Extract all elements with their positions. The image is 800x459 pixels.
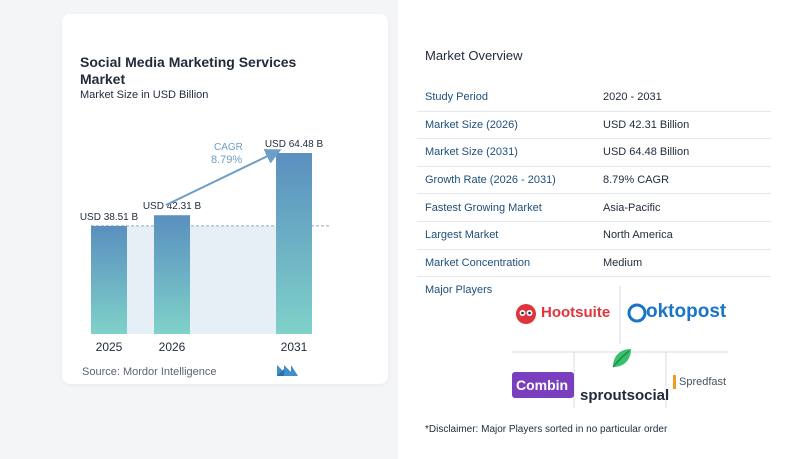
overview-row: Market Size (2026) USD 42.31 Billion [417,111,771,140]
overview-row: Largest Market North America [417,221,771,250]
oktopost-circle-icon [627,303,647,323]
overview-value: Medium [593,249,771,278]
shaded-baseline-region [127,225,276,334]
sproutsocial-logo: sproutsocial [580,387,670,404]
major-players-grid [512,286,728,408]
x-tick-label: 2031 [281,340,308,354]
combin-logo-box [512,372,574,398]
chart-title: Social Media Marketing Services Market [80,54,297,87]
bar [91,225,127,334]
cagr-arrow [165,149,282,206]
oktopost-logo: oktopost [646,301,727,322]
data-label: USD 38.51 B [80,212,139,223]
disclaimer: *Disclaimer: Major Players sorted in no … [425,424,668,435]
spredfast-logo: Spredfast [679,376,727,388]
cagr-value: 8.79% [211,154,242,166]
major-players-label: Major Players [425,284,493,296]
overview-row: Fastest Growing Market Asia-Pacific [417,193,771,222]
chart-subtitle: Market Size in USD Billion [80,89,209,101]
overview-value: North America [593,221,771,250]
overview-value: Asia-Pacific [593,193,771,222]
overview-key: Study Period [417,84,593,112]
overview-key: Market Concentration [417,249,593,278]
bar [154,215,190,334]
data-label: USD 42.31 B [143,201,202,212]
overview-value: USD 42.31 Billion [593,111,771,140]
overview-table: Study Period 2020 - 2031 Market Size (202… [417,84,771,278]
overview-row: Growth Rate (2026 - 2031) 8.79% CAGR [417,166,771,195]
overview-key: Market Size (2031) [417,138,593,167]
data-label: USD 64.48 B [265,139,324,150]
mordor-logo-icon [277,365,298,376]
overview-value: 8.79% CAGR [593,166,771,195]
spredfast-mark-icon [673,375,676,389]
source-text: Source: Mordor Intelligence [82,366,217,378]
overview-row: Study Period 2020 - 2031 [417,84,771,112]
overview-value: 2020 - 2031 [593,84,771,112]
x-tick-label: 2025 [96,340,123,354]
overview-key: Growth Rate (2026 - 2031) [417,166,593,195]
overview-value: USD 64.48 Billion [593,138,771,167]
overview-key: Market Size (2026) [417,111,593,140]
x-tick-label: 2026 [159,340,186,354]
hootsuite-owl-icon [516,304,536,324]
sprout-leaf-icon [612,349,631,368]
combin-logo: Combin [516,377,569,393]
overview-title: Market Overview [425,48,523,63]
cagr-label: CAGR [214,142,243,153]
bar [276,153,312,334]
overview-row: Market Size (2031) USD 64.48 Billion [417,138,771,167]
overview-row: Market Concentration Medium [417,249,771,278]
overview-key: Largest Market [417,221,593,250]
overview-key: Fastest Growing Market [417,193,593,222]
hootsuite-logo: Hootsuite [541,304,611,321]
